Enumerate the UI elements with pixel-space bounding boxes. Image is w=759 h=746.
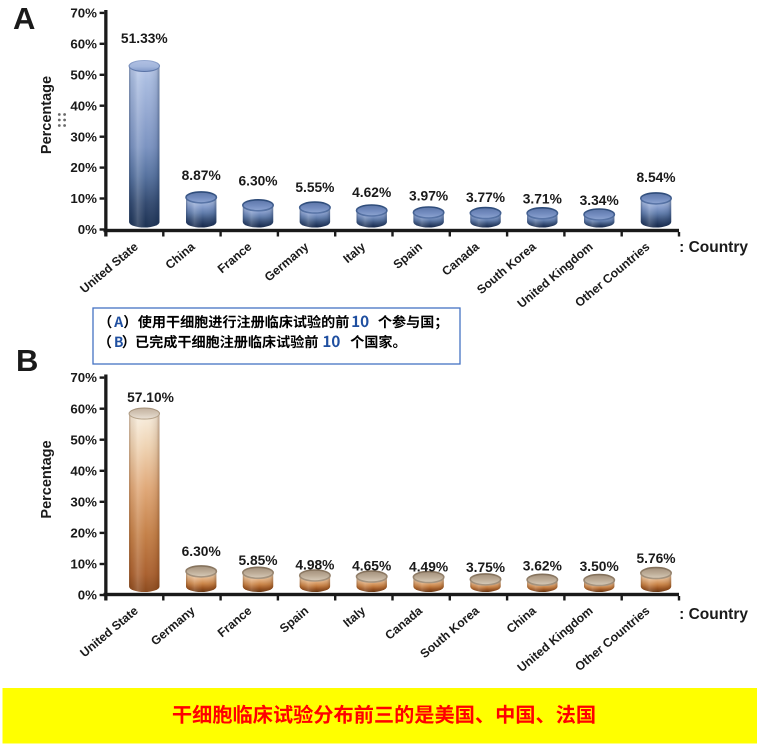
- svg-text:4.62%: 4.62%: [352, 185, 391, 200]
- svg-text:A: A: [13, 1, 35, 36]
- svg-text:70%: 70%: [70, 370, 97, 385]
- svg-text:8.54%: 8.54%: [636, 170, 675, 185]
- svg-text:30%: 30%: [70, 129, 97, 144]
- svg-text:3.75%: 3.75%: [466, 560, 505, 575]
- svg-text:0%: 0%: [78, 588, 97, 603]
- svg-text:: Country: : Country: [679, 239, 748, 256]
- svg-text:8.87%: 8.87%: [182, 168, 221, 183]
- svg-text:3.62%: 3.62%: [523, 559, 562, 574]
- svg-text:40%: 40%: [70, 98, 97, 113]
- svg-text:Percentage: Percentage: [39, 440, 55, 518]
- svg-text:4.49%: 4.49%: [409, 560, 448, 575]
- svg-text:3.34%: 3.34%: [580, 193, 619, 208]
- svg-text:60%: 60%: [70, 36, 97, 51]
- svg-text:30%: 30%: [70, 494, 97, 509]
- svg-text:5.55%: 5.55%: [295, 180, 334, 195]
- svg-text:6.30%: 6.30%: [182, 544, 221, 559]
- svg-text:40%: 40%: [70, 463, 97, 478]
- svg-text:4.98%: 4.98%: [295, 557, 334, 572]
- svg-text:5.85%: 5.85%: [238, 553, 277, 568]
- svg-text:5.76%: 5.76%: [636, 551, 675, 566]
- svg-text:Percentage: Percentage: [39, 76, 55, 154]
- svg-text:20%: 20%: [70, 526, 97, 541]
- svg-text:50%: 50%: [70, 432, 97, 447]
- svg-text:: Country: : Country: [679, 606, 748, 623]
- svg-text:51.33%: 51.33%: [121, 31, 168, 46]
- svg-text:3.97%: 3.97%: [409, 189, 448, 204]
- svg-text:50%: 50%: [70, 67, 97, 82]
- svg-text:70%: 70%: [70, 6, 97, 21]
- svg-text:3.71%: 3.71%: [523, 192, 562, 207]
- svg-text:60%: 60%: [70, 401, 97, 416]
- svg-text:0%: 0%: [78, 222, 97, 237]
- svg-text:B: B: [16, 343, 38, 378]
- svg-text:20%: 20%: [70, 160, 97, 175]
- svg-text:10%: 10%: [70, 191, 97, 206]
- svg-text:4.65%: 4.65%: [352, 559, 391, 574]
- svg-text:3.77%: 3.77%: [466, 190, 505, 205]
- svg-text:6.30%: 6.30%: [238, 174, 277, 189]
- svg-text:10%: 10%: [70, 557, 97, 572]
- svg-text:57.10%: 57.10%: [127, 390, 174, 405]
- svg-text:3.50%: 3.50%: [580, 559, 619, 574]
